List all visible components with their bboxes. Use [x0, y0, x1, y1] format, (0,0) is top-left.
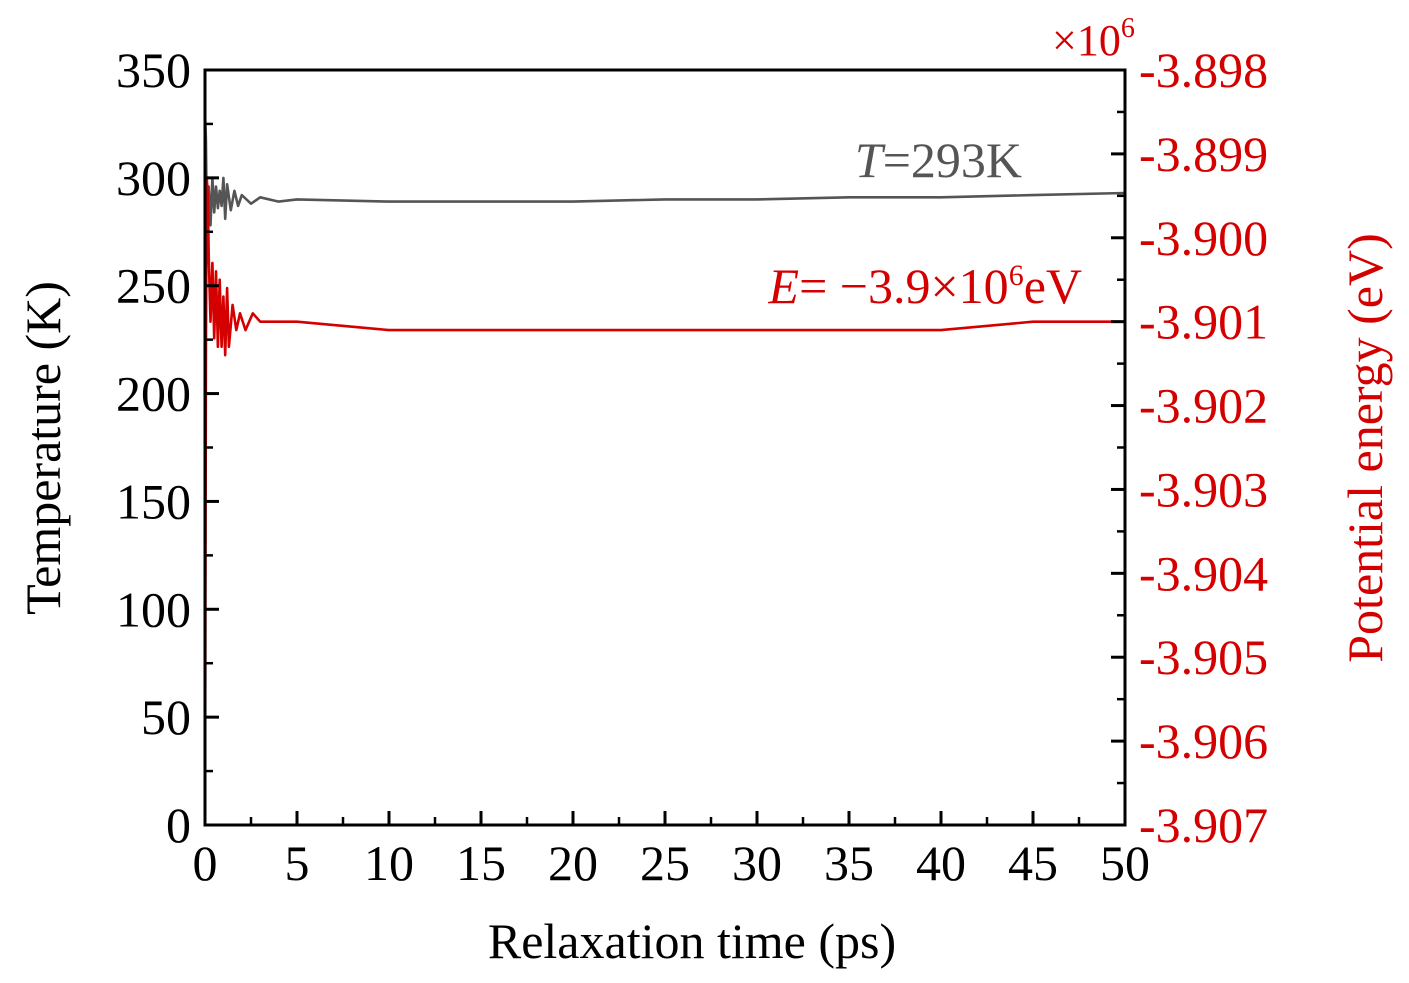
annotation-energy-unit: eV [1024, 258, 1082, 314]
y-right-tick-label: -3.907 [1139, 797, 1268, 853]
x-axis-label: Relaxation time (ps) [488, 913, 896, 969]
x-tick-label: 5 [285, 835, 310, 891]
y-left-axis-ticks: 0 50 100 150 200 250 300 350 [116, 42, 219, 853]
y-left-axis-label: Temperature (K) [15, 281, 71, 615]
y-right-tick-label: -3.906 [1139, 713, 1268, 769]
x-tick-label: 30 [732, 835, 782, 891]
series-layer [203, 113, 1126, 826]
y-left-tick-label: 200 [116, 366, 191, 422]
y-right-tick-label: -3.905 [1139, 629, 1268, 685]
series-line-energy [203, 177, 1125, 826]
x-tick-label: 45 [1008, 835, 1058, 891]
annotation-energy: E= −3.9×106eV [768, 258, 1082, 314]
x-axis-ticks: 0 5 10 15 20 25 30 35 40 45 50 [193, 811, 1150, 891]
annotation-temperature: T=293K [855, 132, 1022, 188]
y-right-tick-label: -3.901 [1139, 294, 1268, 350]
y-left-tick-label: 250 [116, 258, 191, 314]
y-left-tick-label: 50 [141, 689, 191, 745]
x-tick-label: 20 [548, 835, 598, 891]
x-tick-label: 15 [456, 835, 506, 891]
x-tick-label: 0 [193, 835, 218, 891]
x-tick-label: 50 [1100, 835, 1150, 891]
x-tick-label: 35 [824, 835, 874, 891]
y-left-tick-label: 100 [116, 581, 191, 637]
x-tick-label: 40 [916, 835, 966, 891]
annotation-temperature-symbol: T [855, 132, 886, 188]
annotation-energy-exponent: 6 [1009, 259, 1024, 292]
y-left-tick-label: 300 [116, 150, 191, 206]
y-left-tick-label: 150 [116, 473, 191, 529]
annotation-energy-value: = −3.9×10 [799, 258, 1009, 314]
annotation-temperature-value: =293K [883, 132, 1022, 188]
y-right-tick-label: -3.900 [1139, 210, 1268, 266]
right-axis-multiplier: ×106 [1052, 13, 1135, 65]
y-right-tick-label: -3.898 [1139, 42, 1268, 98]
y-right-axis-label: Potential energy (eV) [1337, 233, 1393, 663]
y-left-tick-label: 0 [166, 797, 191, 853]
y-right-tick-label: -3.904 [1139, 545, 1268, 601]
y-left-tick-label: 350 [116, 42, 191, 98]
y-right-axis-ticks: -3.907 -3.906 -3.905 -3.904 -3.903 -3.902 -3.9… [1111, 42, 1268, 853]
y-right-tick-label: -3.902 [1139, 378, 1268, 434]
x-tick-label: 25 [640, 835, 690, 891]
right-axis-multiplier-base: ×10 [1052, 16, 1121, 65]
y-right-tick-label: -3.899 [1139, 126, 1268, 182]
y-right-tick-label: -3.903 [1139, 461, 1268, 517]
x-tick-label: 10 [364, 835, 414, 891]
annotation-energy-symbol: E [768, 258, 800, 314]
right-axis-multiplier-exponent: 6 [1121, 13, 1135, 44]
